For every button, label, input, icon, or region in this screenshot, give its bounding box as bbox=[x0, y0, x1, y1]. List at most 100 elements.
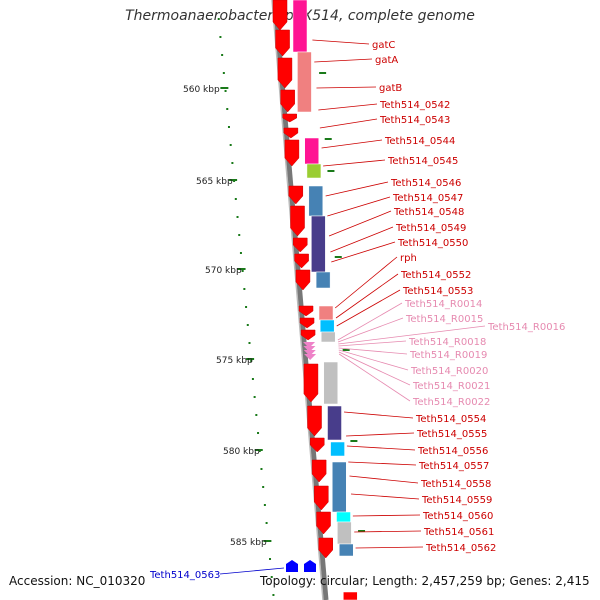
scale-tick bbox=[250, 360, 253, 362]
domain-box[interactable] bbox=[320, 331, 336, 343]
gene-arrow[interactable] bbox=[318, 537, 333, 559]
domain-box[interactable] bbox=[338, 543, 354, 557]
domain-box[interactable] bbox=[306, 163, 322, 179]
domain-box[interactable] bbox=[292, 0, 308, 53]
reverse-gene-arrow[interactable] bbox=[304, 560, 316, 572]
domain-box[interactable] bbox=[319, 319, 335, 333]
rna-arrow[interactable] bbox=[303, 342, 316, 348]
gene-label-0562[interactable]: Teth514_0562 bbox=[425, 543, 496, 554]
track-tick bbox=[342, 349, 350, 351]
gene-arrow[interactable] bbox=[314, 485, 329, 511]
gene-arrow[interactable] bbox=[292, 237, 308, 253]
gene-label-0542[interactable]: Teth514_0542 bbox=[379, 100, 450, 111]
gene-label-r0018[interactable]: Teth514_R0018 bbox=[408, 337, 486, 348]
label-leader bbox=[346, 445, 416, 451]
gene-label-0549[interactable]: Teth514_0549 bbox=[395, 223, 466, 234]
scale-tick bbox=[251, 378, 254, 380]
gene-label-0557[interactable]: Teth514_0557 bbox=[418, 461, 489, 472]
track-tick bbox=[358, 530, 366, 532]
rna-arrow[interactable] bbox=[303, 350, 316, 356]
gene-label-0561[interactable]: Teth514_0561 bbox=[423, 527, 494, 538]
kbp-label: 560 kbp bbox=[183, 85, 220, 95]
domain-box[interactable] bbox=[308, 185, 324, 217]
domain-box[interactable] bbox=[332, 461, 347, 513]
label-leader bbox=[335, 273, 399, 319]
gene-label-gatb[interactable]: gatB bbox=[379, 83, 402, 94]
gene-label-0555[interactable]: Teth514_0555 bbox=[416, 429, 487, 440]
gene-label-0547[interactable]: Teth514_0547 bbox=[392, 193, 463, 204]
gene-label-0550[interactable]: Teth514_0550 bbox=[397, 238, 468, 249]
label-leader bbox=[350, 493, 420, 500]
gene-arrow[interactable] bbox=[284, 139, 300, 167]
gene-arrow[interactable] bbox=[275, 29, 290, 57]
gene-arrow[interactable] bbox=[283, 127, 299, 139]
domain-box[interactable] bbox=[311, 215, 326, 273]
scale-tick bbox=[255, 414, 258, 416]
domain-box[interactable] bbox=[330, 441, 345, 457]
domain-box[interactable] bbox=[343, 591, 358, 600]
gene-label-0548[interactable]: Teth514_0548 bbox=[393, 207, 464, 218]
gene-label-0560[interactable]: Teth514_0560 bbox=[422, 511, 493, 522]
domain-box[interactable] bbox=[323, 361, 339, 405]
feature-track bbox=[272, 0, 358, 600]
gene-arrow[interactable] bbox=[300, 329, 316, 341]
gene-label-gata[interactable]: gatA bbox=[375, 55, 398, 66]
label-leader bbox=[331, 241, 396, 263]
gene-label-r0016[interactable]: Teth514_R0016 bbox=[487, 322, 565, 333]
gene-label-r0020[interactable]: Teth514_R0020 bbox=[410, 366, 488, 377]
scale-tick bbox=[265, 522, 268, 524]
domain-box[interactable] bbox=[327, 405, 342, 441]
gene-arrow[interactable] bbox=[288, 185, 304, 205]
gene-label-0543[interactable]: Teth514_0543 bbox=[379, 115, 450, 126]
domain-box[interactable] bbox=[336, 511, 351, 523]
reverse-gene-arrow[interactable] bbox=[286, 560, 298, 572]
gene-label-0563[interactable]: Teth514_0563 bbox=[149, 570, 220, 581]
domain-box[interactable] bbox=[297, 51, 312, 113]
gene-label-rph[interactable]: rph bbox=[400, 253, 417, 264]
gene-label-0558[interactable]: Teth514_0558 bbox=[420, 479, 491, 490]
label-leader bbox=[352, 514, 421, 517]
label-leader bbox=[337, 302, 403, 341]
gene-arrow[interactable] bbox=[307, 405, 322, 437]
gene-label-r0019[interactable]: Teth514_R0019 bbox=[409, 350, 487, 361]
rna-arrow[interactable] bbox=[304, 354, 317, 360]
gene-label-0552[interactable]: Teth514_0552 bbox=[400, 270, 471, 281]
domain-box[interactable] bbox=[304, 137, 319, 165]
domain-box[interactable] bbox=[337, 521, 352, 545]
gene-label-r0022[interactable]: Teth514_R0022 bbox=[412, 397, 490, 408]
scale-tick bbox=[221, 54, 224, 56]
label-leader bbox=[325, 181, 389, 197]
gene-arrow[interactable] bbox=[316, 511, 331, 535]
gene-label-r0014[interactable]: Teth514_R0014 bbox=[404, 299, 482, 310]
scale-tick bbox=[246, 324, 249, 326]
gene-arrow[interactable] bbox=[272, 0, 288, 31]
gene-arrow[interactable] bbox=[299, 317, 315, 329]
gene-label-0545[interactable]: Teth514_0545 bbox=[387, 156, 458, 167]
gene-arrow[interactable] bbox=[294, 253, 309, 269]
kbp-label: 570 kbp bbox=[205, 266, 242, 276]
label-leader bbox=[330, 226, 394, 253]
gene-label-0553[interactable]: Teth514_0553 bbox=[402, 286, 473, 297]
gene-arrow[interactable] bbox=[290, 205, 305, 237]
gene-arrow[interactable] bbox=[309, 437, 325, 453]
gene-label-0546[interactable]: Teth514_0546 bbox=[390, 178, 461, 189]
gene-label-0554[interactable]: Teth514_0554 bbox=[415, 414, 486, 425]
gene-arrow[interactable] bbox=[280, 89, 295, 113]
label-leader bbox=[328, 210, 392, 237]
gene-arrow[interactable] bbox=[277, 57, 293, 89]
gene-arrow[interactable] bbox=[295, 269, 311, 291]
gene-arrow[interactable] bbox=[298, 305, 314, 317]
gene-label-0559[interactable]: Teth514_0559 bbox=[421, 495, 492, 506]
gene-label-0556[interactable]: Teth514_0556 bbox=[417, 446, 488, 457]
gene-arrow[interactable] bbox=[282, 113, 297, 123]
scale-tick bbox=[222, 72, 225, 74]
gene-label-gatc[interactable]: gatC bbox=[372, 40, 395, 51]
domain-box[interactable] bbox=[315, 271, 331, 289]
domain-box[interactable] bbox=[318, 305, 334, 321]
gene-label-r0015[interactable]: Teth514_R0015 bbox=[405, 314, 483, 325]
rna-arrow[interactable] bbox=[303, 346, 316, 352]
gene-label-r0021[interactable]: Teth514_R0021 bbox=[412, 381, 490, 392]
gene-arrow[interactable] bbox=[311, 459, 327, 483]
gene-arrow[interactable] bbox=[303, 363, 319, 403]
gene-label-0544[interactable]: Teth514_0544 bbox=[384, 136, 455, 147]
